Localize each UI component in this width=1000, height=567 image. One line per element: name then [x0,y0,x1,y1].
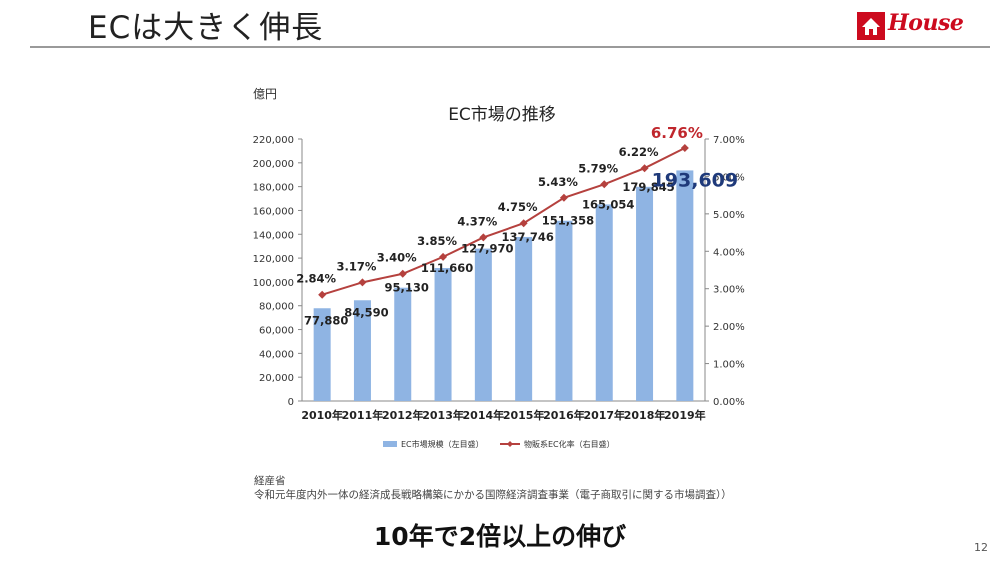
left-tick-label: 60,000 [259,326,294,337]
left-tick-label: 80,000 [259,302,294,313]
left-tick-label: 140,000 [253,230,294,241]
legend-line-label: 物販系EC化率（右目盛） [524,439,615,449]
rate-point [680,143,689,152]
bar-value-label: 137,746 [501,230,553,244]
left-tick-label: 180,000 [253,183,294,194]
right-tick-label: 0.00% [713,397,745,408]
x-tick-label: 2018年 [624,408,666,422]
right-tick-label: 1.00% [713,360,745,371]
rate-value-label: 4.37% [457,214,497,228]
bar-value-label: 95,130 [385,281,429,295]
legend-bar-swatch [383,441,397,447]
bar-value-label: 151,358 [542,214,594,228]
left-tick-label: 220,000 [253,135,294,146]
left-tick-label: 200,000 [253,159,294,170]
rate-point [439,252,448,261]
x-tick-label: 2012年 [382,408,424,422]
bar [394,287,412,401]
bar [595,204,613,401]
bar-value-label: 165,054 [582,197,634,211]
bar [434,268,452,401]
x-tick-label: 2016年 [543,408,585,422]
title-divider [30,46,990,48]
legend-bar-label: EC市場規模（左目盛） [401,439,484,449]
bar [676,170,694,401]
slide-title: ECは大きく伸長 [88,10,324,46]
chart-title: EC市場の推移 [448,105,556,125]
x-tick-label: 2010年 [301,408,343,422]
unit-label: 億円 [253,87,277,101]
bar [555,220,573,401]
bar-value-label: 193,609 [652,169,739,191]
x-tick-label: 2017年 [583,408,625,422]
source-line-2: 令和元年度内外一体の経済成長戦略構築にかかる国際経済調査事業（電子商取引に関する… [254,489,732,501]
rate-value-label: 5.43% [538,175,578,189]
source-line-1: 経産省 [254,475,286,487]
rate-value-label: 3.17% [336,259,376,273]
bar [515,236,533,401]
right-tick-label: 4.00% [713,247,745,258]
right-tick-label: 2.00% [713,322,745,333]
rate-point [318,290,327,299]
rate-point [398,269,407,278]
right-tick-label: 6.00% [713,172,745,183]
rate-point [519,219,528,228]
rate-line [321,147,686,296]
bar [313,308,331,401]
x-tick-label: 2013年 [422,408,464,422]
house-logo: House [856,8,992,42]
rate-point [559,193,568,202]
bar [474,248,492,401]
bar-value-label: 127,970 [461,242,513,256]
headline: 10年で2倍以上の伸び [373,522,627,551]
x-tick-label: 2015年 [503,408,545,422]
left-tick-label: 40,000 [259,349,294,360]
bar-value-label: 77,880 [304,313,348,327]
left-tick-label: 160,000 [253,206,294,217]
left-tick-label: 0 [288,397,294,408]
page-number: 12 [974,541,988,554]
right-tick-label: 3.00% [713,285,745,296]
bar-value-label: 84,590 [344,305,388,319]
left-tick-label: 100,000 [253,278,294,289]
rate-point [640,164,649,173]
house-logo-text: House [888,10,964,36]
rate-value-label: 6.22% [619,145,659,159]
rate-value-label: 3.85% [417,234,457,248]
bar-value-label: 111,660 [421,261,473,275]
x-tick-label: 2019年 [664,408,706,422]
right-tick-label: 7.00% [713,135,745,146]
source-note: 経産省 令和元年度内外一体の経済成長戦略構築にかかる国際経済調査事業（電子商取引… [254,474,732,502]
rate-point [358,278,367,287]
rate-point [600,180,609,189]
rate-value-label: 4.75% [498,200,538,214]
house-logo-icon [857,12,885,40]
right-tick-label: 5.00% [713,210,745,221]
rate-value-label: 2.84% [296,272,336,286]
bar-value-label: 179,845 [622,180,674,194]
bar [353,300,371,401]
x-tick-label: 2014年 [463,408,505,422]
legend-line-marker [507,441,513,447]
rate-value-label: 5.79% [578,161,618,175]
x-tick-label: 2011年 [342,408,384,422]
rate-point [479,233,488,242]
left-tick-label: 120,000 [253,254,294,265]
left-tick-label: 20,000 [259,373,294,384]
bar [636,186,654,401]
rate-value-label: 6.76% [651,124,703,142]
rate-value-label: 3.40% [377,251,417,265]
